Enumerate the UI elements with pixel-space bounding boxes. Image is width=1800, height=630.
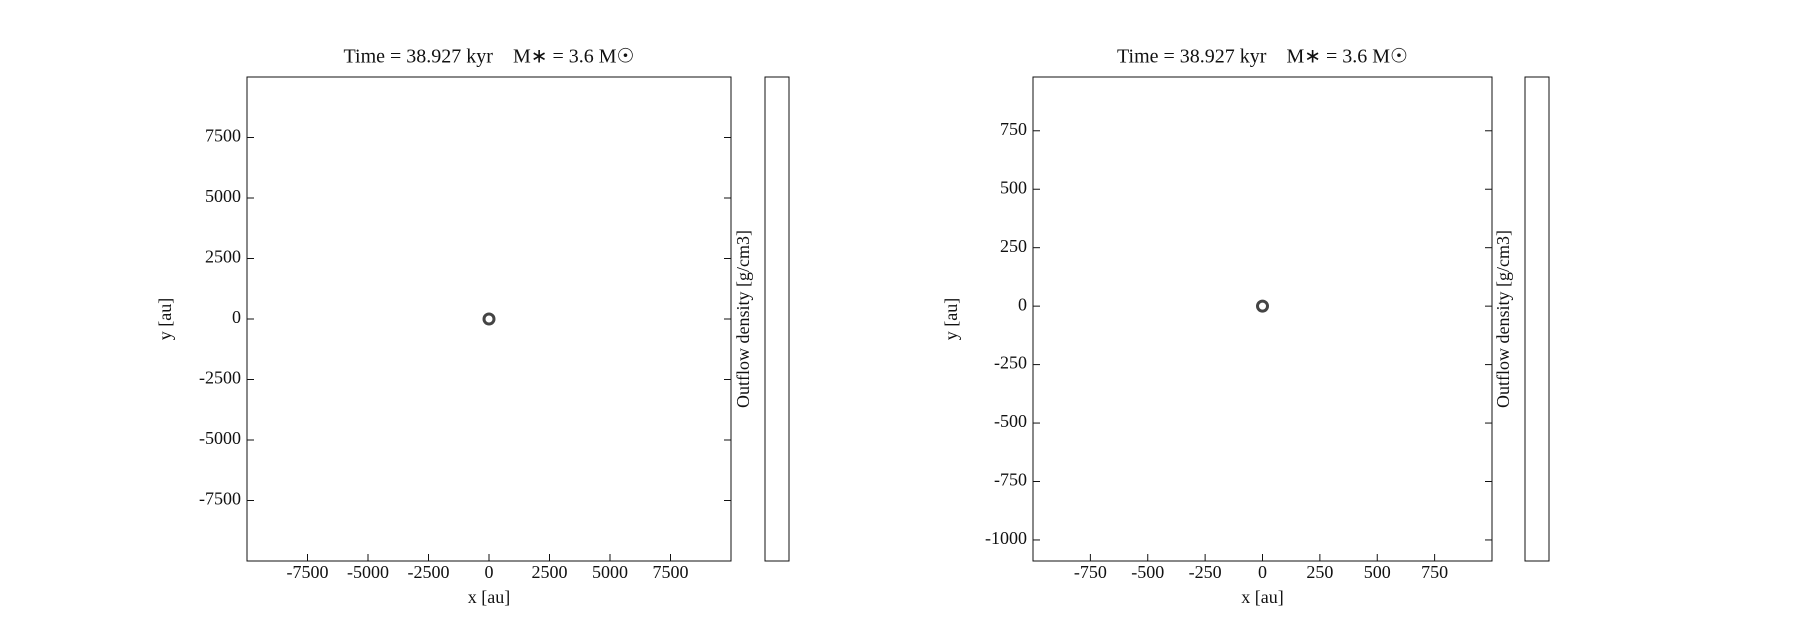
x-tick-label: 500 bbox=[1364, 562, 1391, 582]
x-tick-label: 0 bbox=[1258, 562, 1267, 582]
y-tick-label: -1000 bbox=[985, 528, 1027, 548]
y-axis-label: y [au] bbox=[941, 298, 961, 340]
y-tick-label: 500 bbox=[1000, 177, 1027, 197]
x-tick-label: 750 bbox=[1421, 562, 1448, 582]
x-tick-label: -5000 bbox=[347, 562, 389, 582]
y-tick-label: -5000 bbox=[199, 428, 241, 448]
plot-frame bbox=[1032, 76, 1493, 562]
x-axis-label: x [au] bbox=[1241, 587, 1283, 607]
y-tick-label: 750 bbox=[1000, 119, 1027, 139]
chart-title: Time = 38.927 kyr M∗ = 3.6 M☉ bbox=[1117, 46, 1408, 68]
y-tick-label: -250 bbox=[994, 353, 1027, 373]
y-tick-label: 250 bbox=[1000, 236, 1027, 256]
x-tick-label: 2500 bbox=[532, 562, 568, 582]
y-axis-label: y [au] bbox=[155, 298, 175, 340]
x-tick-label: 7500 bbox=[653, 562, 689, 582]
chart-title: Time = 38.927 kyr M∗ = 3.6 M☉ bbox=[344, 46, 635, 68]
colorbar-label: Outflow density [g/cm3] bbox=[733, 230, 753, 408]
y-tick-label: -2500 bbox=[199, 368, 241, 388]
y-tick-label: -500 bbox=[994, 411, 1027, 431]
x-tick-label: -750 bbox=[1074, 562, 1107, 582]
y-tick-label: 7500 bbox=[205, 126, 241, 146]
colorbar bbox=[764, 76, 790, 562]
x-tick-label: -2500 bbox=[408, 562, 450, 582]
colorbar-label: Outflow density [g/cm3] bbox=[1493, 230, 1513, 408]
plot-frame bbox=[246, 76, 732, 562]
y-tick-label: 5000 bbox=[205, 186, 241, 206]
x-tick-label: -500 bbox=[1131, 562, 1164, 582]
y-tick-label: -750 bbox=[994, 470, 1027, 490]
x-tick-label: 0 bbox=[485, 562, 494, 582]
colorbar bbox=[1524, 76, 1550, 562]
x-tick-label: 250 bbox=[1306, 562, 1333, 582]
x-axis-label: x [au] bbox=[468, 587, 510, 607]
y-tick-label: 0 bbox=[1018, 294, 1027, 314]
y-tick-label: 0 bbox=[232, 307, 241, 327]
point bbox=[1256, 299, 1269, 313]
x-tick-label: -7500 bbox=[287, 562, 329, 582]
x-tick-label: 5000 bbox=[592, 562, 628, 582]
x-tick-label: -250 bbox=[1189, 562, 1222, 582]
y-tick-label: -7500 bbox=[199, 489, 241, 509]
y-tick-label: 2500 bbox=[205, 247, 241, 267]
point bbox=[482, 312, 496, 326]
